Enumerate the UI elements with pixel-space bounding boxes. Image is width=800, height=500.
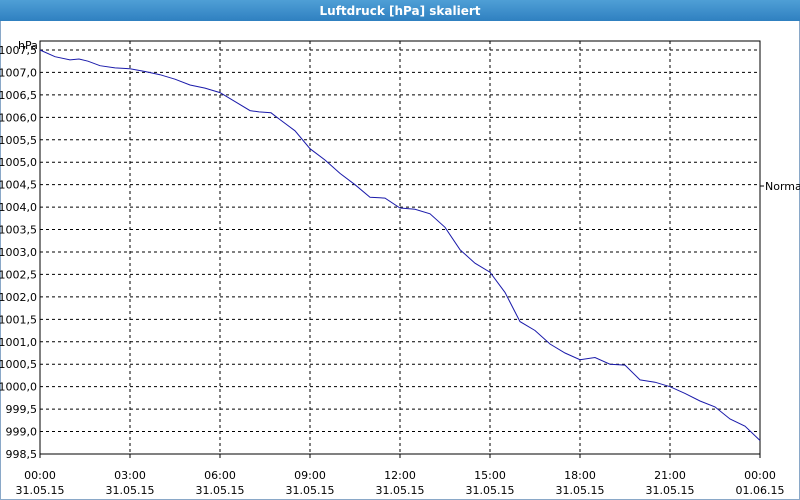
y-tick-label: 1006,5 xyxy=(0,89,37,102)
window-title: Luftdruck [hPa] skaliert xyxy=(0,0,800,21)
x-tick-date: 31.05.15 xyxy=(376,484,425,497)
y-tick-label: 1000,5 xyxy=(0,358,37,371)
y-tick-label: 1002,5 xyxy=(0,268,37,281)
y-tick-label: 1004,0 xyxy=(0,201,37,214)
y-tick-label: 1001,0 xyxy=(0,336,37,349)
y-tick-label: 1002,0 xyxy=(0,291,37,304)
x-tick-time: 03:00 xyxy=(114,469,146,482)
x-tick-date: 31.05.15 xyxy=(646,484,695,497)
y-tick-label: 999,5 xyxy=(6,403,38,416)
y-axis-label: hPa xyxy=(18,39,38,52)
legend-label: Normal xyxy=(765,180,800,193)
y-tick-label: 1007,5 xyxy=(0,44,37,57)
x-tick-time: 21:00 xyxy=(654,469,686,482)
y-tick-label: 998,5 xyxy=(6,448,38,461)
x-tick-time: 18:00 xyxy=(564,469,596,482)
y-tick-label: 1007,0 xyxy=(0,66,37,79)
x-tick-date: 31.05.15 xyxy=(466,484,515,497)
y-tick-label: 1006,0 xyxy=(0,111,37,124)
x-tick-date: 01.06.15 xyxy=(736,484,785,497)
y-tick-label: 1004,5 xyxy=(0,179,37,192)
series-line xyxy=(39,49,761,441)
x-tick-date: 31.05.15 xyxy=(556,484,605,497)
y-tick-label: 999,0 xyxy=(6,426,38,439)
y-tick-label: 1003,0 xyxy=(0,246,37,259)
y-tick-label: 1001,5 xyxy=(0,313,37,326)
x-tick-date: 31.05.15 xyxy=(286,484,335,497)
x-tick-time: 12:00 xyxy=(384,469,416,482)
y-tick-label: 1000,0 xyxy=(0,381,37,394)
x-tick-time: 06:00 xyxy=(204,469,236,482)
y-tick-label: 1005,5 xyxy=(0,134,37,147)
x-tick-date: 31.05.15 xyxy=(196,484,245,497)
y-tick-label: 1003,5 xyxy=(0,224,37,237)
y-tick-label: 1005,0 xyxy=(0,156,37,169)
x-tick-date: 31.05.15 xyxy=(106,484,155,497)
x-tick-date: 31.05.15 xyxy=(16,484,65,497)
x-tick-time: 09:00 xyxy=(294,469,326,482)
x-tick-time: 00:00 xyxy=(24,469,56,482)
x-tick-time: 15:00 xyxy=(474,469,506,482)
x-tick-time: 00:00 xyxy=(744,469,776,482)
